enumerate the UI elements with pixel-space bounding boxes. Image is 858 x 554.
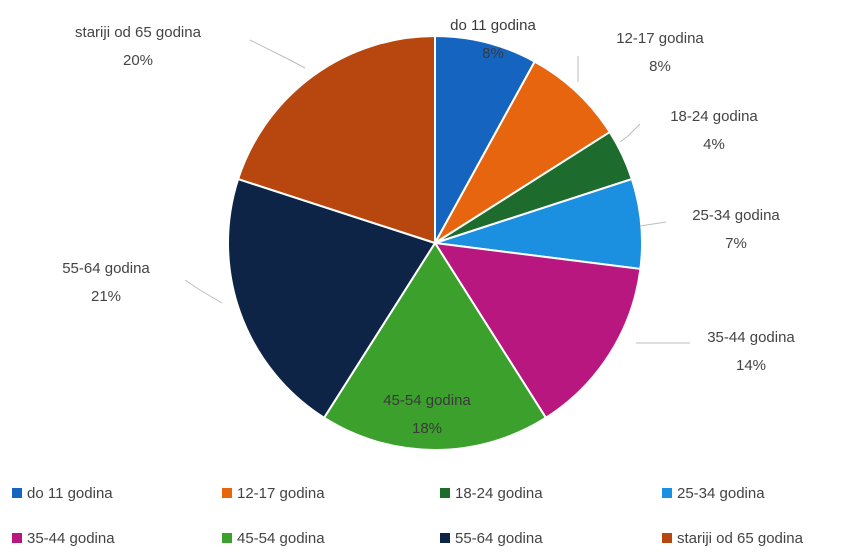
data-label-category-5: 35-44 godina	[707, 329, 795, 346]
data-label-category-2: 12-17 godina	[616, 30, 704, 47]
legend-swatch-2	[222, 488, 232, 498]
legend-swatch-4	[662, 488, 672, 498]
legend-label-4: 25-34 godina	[677, 485, 765, 502]
data-label-category-3: 18-24 godina	[670, 108, 758, 125]
legend-label-3: 18-24 godina	[455, 485, 543, 502]
legend-swatch-6	[222, 533, 232, 543]
data-label-category-7: 55-64 godina	[62, 260, 150, 277]
pie-slices	[227, 34, 643, 452]
data-label-category-4: 25-34 godina	[692, 207, 780, 224]
leader-line-4	[639, 221, 667, 227]
pie-slice-7	[227, 177, 437, 420]
legend-label-5: 35-44 godina	[27, 530, 115, 547]
legend-swatch-7	[440, 533, 450, 543]
data-label-value-4: 7%	[725, 235, 747, 252]
leader-line-7	[184, 279, 223, 304]
legend: do 11 godina 12-17 godina 18-24 godina 25-3…	[12, 485, 804, 547]
pie-slice-6	[322, 241, 548, 452]
legend-label-6: 45-54 godina	[237, 530, 325, 547]
data-label-value-8: 20%	[123, 52, 153, 69]
data-labels: do 11 godina 8% 12-17 godina 8% 18-24 godina…	[62, 17, 795, 437]
legend-label-2: 12-17 godina	[237, 485, 325, 502]
leader-lines	[184, 39, 690, 344]
data-label-value-7: 21%	[91, 288, 121, 305]
leader-line-3	[619, 123, 641, 143]
pie-slice-5	[433, 241, 642, 420]
data-label-value-3: 4%	[703, 136, 725, 153]
leader-line-8	[249, 39, 306, 69]
legend-label-1: do 11 godina	[27, 485, 113, 502]
legend-swatch-1	[12, 488, 22, 498]
data-label-category-6: 45-54 godina	[383, 392, 471, 409]
data-label-value-1: 8%	[482, 45, 504, 62]
data-label-category-8: stariji od 65 godina	[75, 24, 202, 41]
legend-label-7: 55-64 godina	[455, 530, 543, 547]
data-label-value-6: 18%	[412, 420, 442, 437]
data-label-value-5: 14%	[736, 357, 766, 374]
legend-swatch-5	[12, 533, 22, 543]
pie-slice-1	[434, 34, 537, 244]
pie-slice-8	[236, 34, 436, 245]
data-label-value-2: 8%	[649, 58, 671, 75]
legend-swatch-8	[662, 533, 672, 543]
legend-label-8: stariji od 65 godina	[677, 530, 804, 547]
legend-swatch-3	[440, 488, 450, 498]
data-label-category-1: do 11 godina	[450, 17, 536, 34]
pie-slice-2	[434, 60, 612, 244]
